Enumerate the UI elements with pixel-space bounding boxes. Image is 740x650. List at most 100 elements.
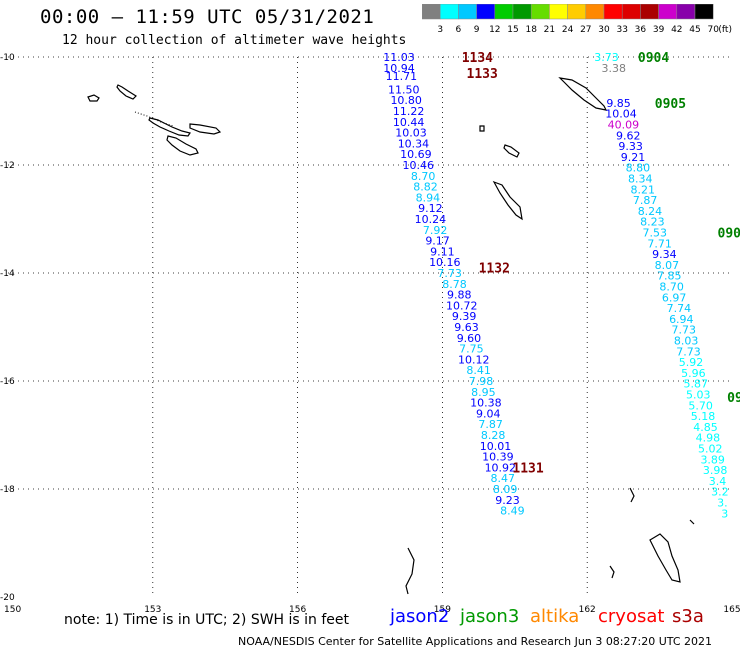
legend-swatch [549, 4, 568, 20]
lat-tick-label: -20 [0, 593, 15, 603]
legend-swatch [458, 4, 477, 20]
legend-label: 15 [507, 25, 518, 35]
coastline-dotted-reef [134, 111, 174, 127]
color-legend: 3 6 9 12 15 18 21 24 27 30 33 36 39 42 45 70 (ft) [422, 4, 732, 35]
lat-tick-label: -18 [0, 485, 15, 495]
swh-value: 9.63 [454, 321, 479, 334]
legend-label: 70 [707, 25, 719, 35]
swh-value: 8.41 [466, 364, 491, 377]
legend-label: 9 [474, 25, 480, 35]
swh-value: 8.09 [493, 483, 518, 496]
swh-value: 7.92 [423, 224, 448, 237]
swh-value: 8.95 [471, 386, 496, 399]
legend-label: 39 [653, 25, 665, 35]
coastline-island-1 [87, 94, 100, 102]
footer-note: note: 1) Time is in UTC; 2) SWH is in fe… [64, 612, 350, 628]
swh-value: 4.98 [696, 432, 721, 445]
swh-value: 11.22 [393, 105, 425, 118]
legend-label: 12 [489, 25, 500, 35]
swh-value: 8.28 [481, 429, 506, 442]
swh-value: 6.94 [669, 313, 694, 326]
coastline-island-9 [492, 180, 523, 221]
coastline-island-7 [479, 125, 485, 132]
legend-swatch [530, 4, 550, 20]
swh-value: 8.78 [442, 278, 467, 291]
swh-value: 3.2 [711, 486, 729, 499]
legend-label: 36 [635, 25, 647, 35]
pass-time: 1131 [512, 461, 543, 476]
swh-value: 8.34 [628, 173, 653, 186]
swh-value: 8.49 [500, 505, 525, 518]
swh-value: 7.53 [643, 227, 668, 240]
swh-labels: 11.0310.9411.7111.5010.8011.2210.4410.03… [383, 51, 728, 520]
swh-value: 8.82 [413, 181, 438, 194]
swh-value: 9.39 [452, 310, 477, 323]
swh-value: 6.97 [662, 291, 687, 304]
swh-value: 8.70 [659, 281, 684, 294]
legend-label: 3 [437, 25, 443, 35]
coastline-island-13 [609, 565, 615, 579]
swh-value: 5.18 [691, 410, 716, 423]
coastline-island-8 [503, 144, 520, 158]
lon-tick-label: 156 [289, 605, 306, 615]
legend-swatch [494, 4, 514, 20]
legend-swatch [439, 4, 459, 20]
lat-tick-label: -10 [0, 53, 15, 63]
legend-label: 45 [689, 25, 700, 35]
swh-value: 3 [721, 507, 728, 520]
page-subtitle: 12 hour collection of altimeter wave hei… [62, 33, 407, 48]
pass-time: 0906 [718, 227, 740, 242]
swh-value: 5.03 [686, 389, 711, 402]
swh-value: 8.23 [640, 216, 665, 229]
swh-value: 9.33 [618, 140, 643, 153]
swh-value: 3.73 [594, 51, 619, 64]
satellite-altika: altika [530, 606, 580, 627]
legend-swatch [422, 4, 441, 20]
swh-value: 9.17 [425, 235, 450, 248]
lat-lon-grid: 150 153 156 159 162 165 -10 -12 -14 -16 -18 -20 [0, 53, 740, 615]
swh-value: 10.94 [383, 62, 415, 75]
swh-value: 9.85 [606, 97, 631, 110]
swh-value: 8.24 [638, 205, 663, 218]
lat-tick-label: -14 [0, 269, 15, 279]
page-title: 00:00 – 11:59 UTC 05/31/2021 [40, 6, 375, 28]
swh-value: 7.98 [469, 375, 494, 388]
pass-time: 0904 [638, 51, 669, 66]
satellite-jason3: jason3 [460, 606, 520, 627]
swh-value: 9.12 [418, 202, 443, 215]
swh-value: 9.04 [476, 407, 501, 420]
pass-time: 1133 [467, 67, 498, 82]
swh-value: 10.46 [403, 159, 435, 172]
pass-time: 09 [727, 391, 740, 406]
coastline-island-2 [116, 84, 137, 100]
swh-value: 8.80 [626, 162, 651, 175]
swh-value: 10.24 [415, 213, 447, 226]
lat-tick-label: -16 [0, 377, 15, 387]
swh-value: 3. [717, 497, 728, 510]
coastline-island-3 [148, 117, 191, 137]
swh-value: 9.34 [652, 248, 677, 261]
swh-value: 7.87 [478, 418, 503, 431]
legend-swatch [676, 4, 696, 20]
swh-value: 10.38 [470, 397, 502, 410]
swh-value: 9.88 [447, 289, 472, 302]
swh-value: 10.16 [429, 256, 461, 269]
coastline-island-10 [405, 547, 415, 595]
swh-value: 10.03 [395, 127, 427, 140]
legend-swatch [658, 4, 678, 20]
pass-time: 1132 [479, 262, 510, 277]
lat-tick-label: -12 [0, 161, 15, 171]
swh-value: 3.98 [703, 464, 728, 477]
legend-label: 6 [456, 25, 462, 35]
satellite-cryosat: cryosat [598, 606, 665, 627]
swh-value: 7.87 [633, 194, 658, 207]
swh-value: 3.89 [700, 453, 725, 466]
swh-value: 7.75 [459, 343, 484, 356]
coastline-island-5 [189, 123, 222, 135]
coastline-island-14 [689, 519, 695, 525]
lon-tick-label: 159 [434, 605, 451, 615]
swh-value: 5.92 [679, 356, 704, 369]
swh-value: 11.50 [388, 83, 420, 96]
swh-value: 7.73 [437, 267, 462, 280]
